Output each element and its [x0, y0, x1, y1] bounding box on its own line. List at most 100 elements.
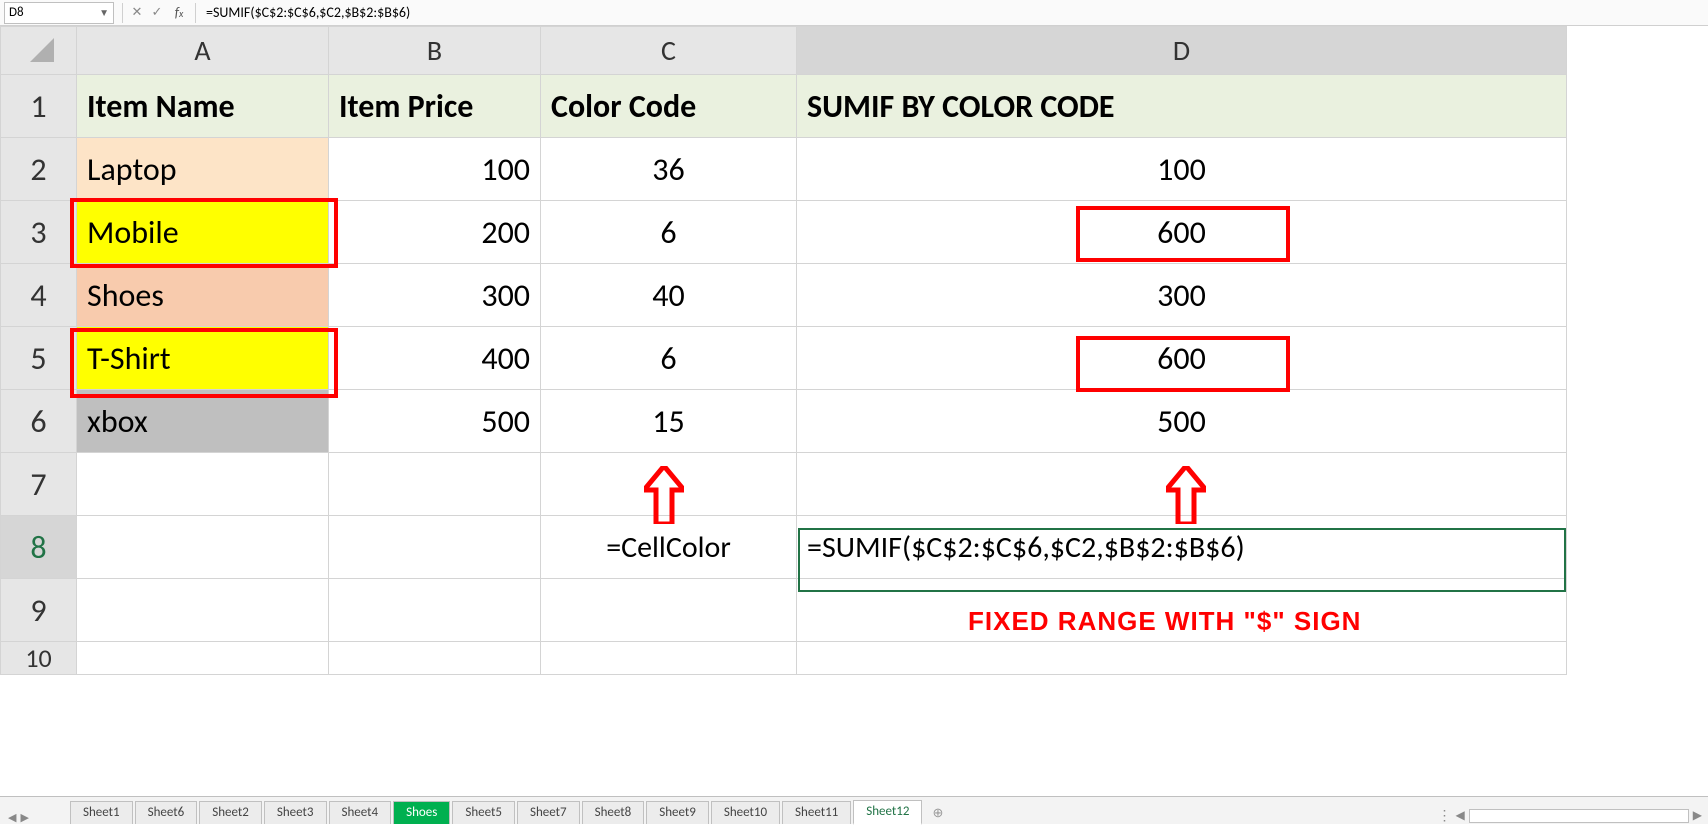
sheet-tab[interactable]: Sheet1 [70, 801, 133, 824]
fx-icon[interactable]: fx [167, 4, 191, 21]
row-header[interactable]: 1 [1, 75, 77, 138]
scroll-right-icon[interactable]: ▶ [1693, 808, 1702, 823]
cell-A7[interactable] [77, 453, 329, 516]
tab-nav-next-icon[interactable]: ▶ [20, 811, 28, 824]
cell-C8[interactable]: =CellColor [541, 516, 797, 579]
cell-A2[interactable]: Laptop [77, 138, 329, 201]
sheet-table: A B C D 1 Item Name Item Price Color Cod… [0, 26, 1567, 675]
sheet-tab[interactable]: Shoes [393, 801, 450, 824]
row-3: 3 Mobile 200 6 600 [1, 201, 1567, 264]
row-header[interactable]: 10 [1, 642, 77, 675]
row-10: 10 [1, 642, 1567, 675]
tab-nav-buttons[interactable]: ◀ ▶ [0, 811, 70, 824]
cell-A4[interactable]: Shoes [77, 264, 329, 327]
formula-input[interactable]: =SUMIF($C$2:$C$6,$C2,$B$2:$B$6) [200, 4, 1708, 21]
formula-bar: D8 ▼ ✕ ✓ fx =SUMIF($C$2:$C$6,$C2,$B$2:$B… [0, 0, 1708, 26]
cell-A6[interactable]: xbox [77, 390, 329, 453]
annotation-text: FIXED RANGE WITH "$" SIGN [968, 606, 1361, 637]
tab-nav-prev-icon[interactable]: ◀ [8, 811, 16, 824]
sheet-tab[interactable]: Sheet12 [853, 800, 922, 825]
row-header[interactable]: 9 [1, 579, 77, 642]
cell-A5[interactable]: T-Shirt [77, 327, 329, 390]
cell-D4[interactable]: 300 [797, 264, 1567, 327]
chevron-down-icon[interactable]: ▼ [99, 6, 109, 19]
sheet-tab[interactable]: Sheet7 [517, 801, 580, 824]
separator [195, 3, 196, 23]
row-8: 8 =CellColor =SUMIF($C$2:$C$6,$C2,$B$2:$… [1, 516, 1567, 579]
row-1: 1 Item Name Item Price Color Code SUMIF … [1, 75, 1567, 138]
row-header[interactable]: 5 [1, 327, 77, 390]
row-7: 7 [1, 453, 1567, 516]
row-5: 5 T-Shirt 400 6 600 [1, 327, 1567, 390]
row-header[interactable]: 3 [1, 201, 77, 264]
col-header-C[interactable]: C [541, 27, 797, 75]
row-header[interactable]: 4 [1, 264, 77, 327]
cell-B3[interactable]: 200 [329, 201, 541, 264]
sheet-tab[interactable]: Sheet3 [264, 801, 327, 824]
cell-D8[interactable]: =SUMIF($C$2:$C$6,$C2,$B$2:$B$6) [797, 516, 1567, 579]
cell-A9[interactable] [77, 579, 329, 642]
name-box[interactable]: D8 ▼ [4, 2, 114, 24]
sheet-tabs: Sheet1 Sheet6 Sheet2 Sheet3 Sheet4 Shoes… [70, 799, 953, 824]
column-header-row: A B C D [1, 27, 1567, 75]
col-header-D[interactable]: D [797, 27, 1567, 75]
sheet-tab[interactable]: Sheet9 [646, 801, 709, 824]
cell-D7[interactable] [797, 453, 1567, 516]
cell-B10[interactable] [329, 642, 541, 675]
spreadsheet-grid: A B C D 1 Item Name Item Price Color Cod… [0, 26, 1708, 796]
row-header[interactable]: 8 [1, 516, 77, 579]
select-all-corner[interactable] [1, 27, 77, 75]
cell-C7[interactable] [541, 453, 797, 516]
cell-B9[interactable] [329, 579, 541, 642]
cell-B2[interactable]: 100 [329, 138, 541, 201]
col-header-B[interactable]: B [329, 27, 541, 75]
cell-A3[interactable]: Mobile [77, 201, 329, 264]
sheet-tab[interactable]: Sheet5 [452, 801, 515, 824]
cell-D10[interactable] [797, 642, 1567, 675]
sheet-tab[interactable]: Sheet10 [711, 801, 780, 824]
separator [122, 3, 123, 23]
cell-C3[interactable]: 6 [541, 201, 797, 264]
sheet-tab[interactable]: Sheet4 [329, 801, 392, 824]
cell-D6[interactable]: 500 [797, 390, 1567, 453]
cell-D5[interactable]: 600 [797, 327, 1567, 390]
scroll-track[interactable] [1469, 809, 1689, 823]
cell-B1[interactable]: Item Price [329, 75, 541, 138]
row-header[interactable]: 2 [1, 138, 77, 201]
accept-icon[interactable]: ✓ [147, 5, 167, 20]
cell-C5[interactable]: 6 [541, 327, 797, 390]
cell-D3[interactable]: 600 [797, 201, 1567, 264]
cell-A8[interactable] [77, 516, 329, 579]
cell-B5[interactable]: 400 [329, 327, 541, 390]
cell-C4[interactable]: 40 [541, 264, 797, 327]
cell-D1[interactable]: SUMIF BY COLOR CODE [797, 75, 1567, 138]
cell-C9[interactable] [541, 579, 797, 642]
scroll-left-icon[interactable]: ◀ [1456, 808, 1465, 823]
name-box-value: D8 [9, 5, 24, 20]
cell-B7[interactable] [329, 453, 541, 516]
cell-C2[interactable]: 36 [541, 138, 797, 201]
cell-A1[interactable]: Item Name [77, 75, 329, 138]
row-2: 2 Laptop 100 36 100 [1, 138, 1567, 201]
sheet-tab[interactable]: Sheet6 [135, 801, 198, 824]
row-6: 6 xbox 500 15 500 [1, 390, 1567, 453]
cell-C6[interactable]: 15 [541, 390, 797, 453]
sheet-tab[interactable]: Sheet11 [782, 801, 851, 824]
cancel-icon[interactable]: ✕ [127, 5, 147, 20]
cell-B8[interactable] [329, 516, 541, 579]
cell-B4[interactable]: 300 [329, 264, 541, 327]
add-sheet-button[interactable]: ⊕ [924, 803, 951, 824]
sheet-tab[interactable]: Sheet8 [582, 801, 645, 824]
col-header-A[interactable]: A [77, 27, 329, 75]
sheet-tab[interactable]: Sheet2 [199, 801, 262, 824]
horizontal-scroll[interactable]: ⋮ ◀ ▶ [1438, 807, 1708, 824]
cell-B6[interactable]: 500 [329, 390, 541, 453]
cell-C10[interactable] [541, 642, 797, 675]
row-4: 4 Shoes 300 40 300 [1, 264, 1567, 327]
cell-D2[interactable]: 100 [797, 138, 1567, 201]
row-header[interactable]: 7 [1, 453, 77, 516]
sheet-tab-strip: ◀ ▶ Sheet1 Sheet6 Sheet2 Sheet3 Sheet4 S… [0, 796, 1708, 824]
cell-A10[interactable] [77, 642, 329, 675]
cell-C1[interactable]: Color Code [541, 75, 797, 138]
row-header[interactable]: 6 [1, 390, 77, 453]
